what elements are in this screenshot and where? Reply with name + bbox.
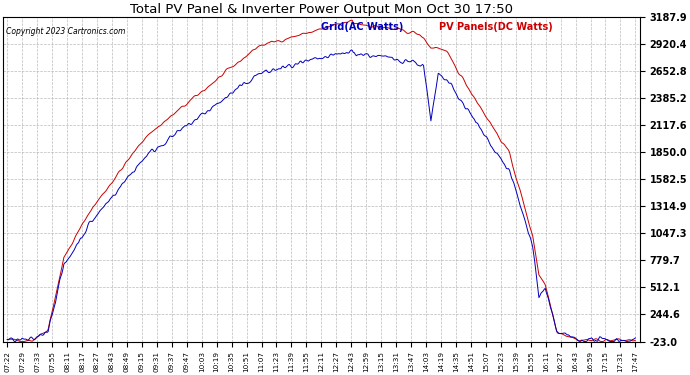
Text: PV Panels(DC Watts): PV Panels(DC Watts) <box>440 22 553 32</box>
Text: Grid(AC Watts): Grid(AC Watts) <box>322 22 404 32</box>
Title: Total PV Panel & Inverter Power Output Mon Oct 30 17:50: Total PV Panel & Inverter Power Output M… <box>130 3 513 16</box>
Text: Copyright 2023 Cartronics.com: Copyright 2023 Cartronics.com <box>6 27 126 36</box>
